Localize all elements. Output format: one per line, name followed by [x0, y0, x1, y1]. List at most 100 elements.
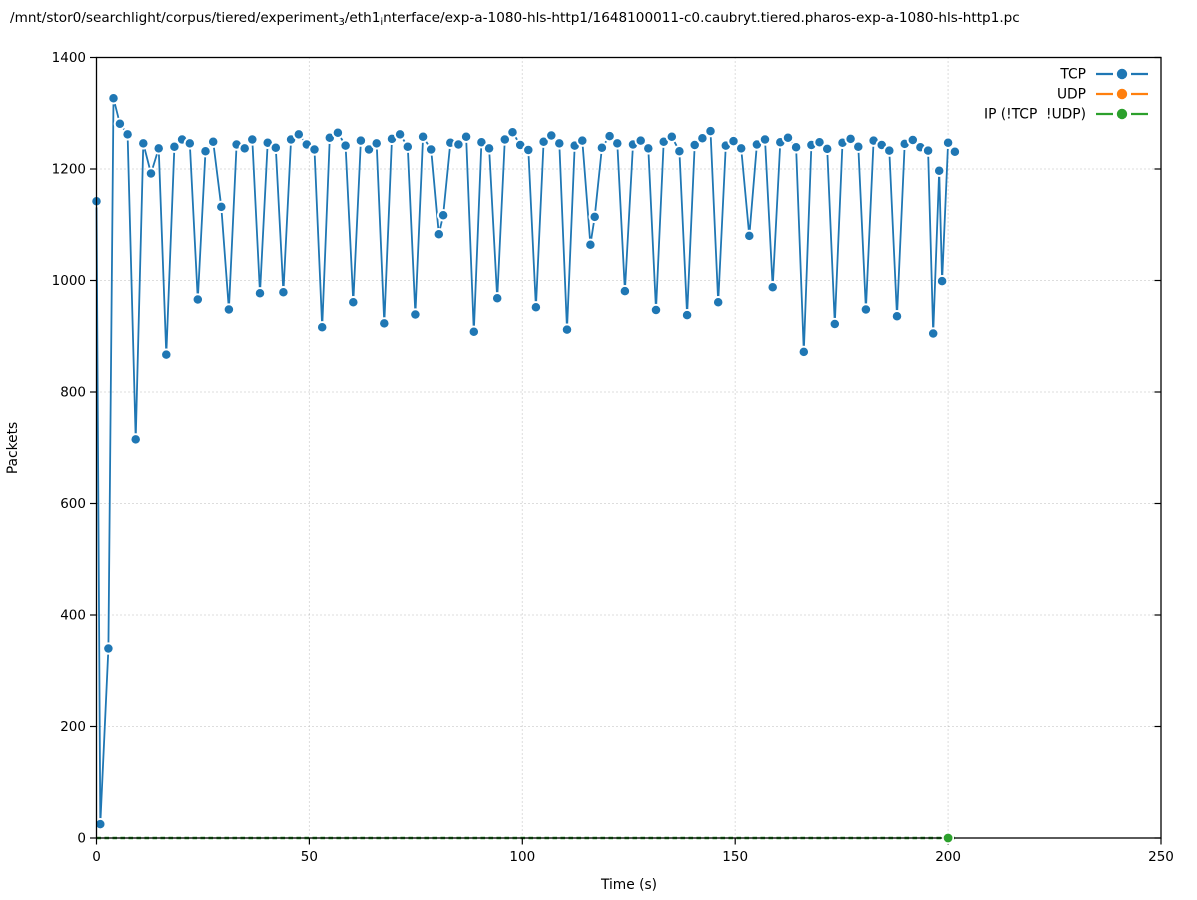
- x-tick-label: 200: [935, 849, 961, 865]
- title-subscript: 3: [338, 17, 344, 28]
- tcp-data-point: [102, 642, 115, 655]
- legend-item-udp: UDP: [1057, 87, 1148, 103]
- tcp-data-point: [199, 145, 212, 158]
- tcp-data-point: [595, 141, 609, 154]
- tcp-data-point: [537, 135, 550, 148]
- tcp-data-point: [688, 138, 701, 152]
- tcp-data-point: [467, 325, 480, 338]
- tcp-data-point: [743, 229, 756, 243]
- tcp-data-point: [941, 136, 955, 149]
- legend-marker: [1116, 88, 1128, 100]
- tcp-data-point: [409, 308, 422, 321]
- x-tick-label: 250: [1148, 849, 1174, 865]
- tcp-data-point: [129, 433, 142, 446]
- tcp-data-point: [828, 317, 841, 331]
- tcp-data-point: [347, 296, 360, 309]
- tcp-data-point: [144, 167, 158, 180]
- tcp-data-point: [113, 117, 127, 130]
- tcp-data-point: [482, 142, 496, 155]
- chart-title: /mnt/stor0/searchlight/corpus/tiered/exp…: [10, 10, 1020, 28]
- tcp-data-point: [883, 144, 896, 157]
- tcp-data-point: [727, 134, 740, 148]
- tcp-data-point: [107, 92, 120, 105]
- tcp-data-point: [277, 286, 290, 299]
- legend-label: IP (!TCP !UDP): [984, 107, 1086, 123]
- y-tick-label: 0: [77, 831, 86, 847]
- tcp-data-point: [522, 143, 535, 157]
- y-tick-label: 800: [60, 385, 86, 401]
- tcp-data-point: [401, 140, 414, 153]
- tcp-data-point: [331, 126, 345, 139]
- tcp-data-point: [425, 143, 438, 156]
- tcp-data-point: [584, 238, 597, 251]
- tcp-data-point: [370, 137, 383, 150]
- legend-label: TCP: [1059, 67, 1086, 83]
- tcp-data-point: [852, 140, 865, 153]
- legend-item-ip: IP (!TCP !UDP): [984, 107, 1148, 123]
- tcp-data-point: [789, 141, 803, 154]
- y-tick-label: 400: [60, 608, 86, 624]
- tcp-data-point: [766, 281, 779, 294]
- plot-border: [95, 56, 1162, 839]
- tcp-data-point: [948, 145, 962, 158]
- tcp-data-point: [634, 134, 647, 147]
- tcp-data-point: [152, 142, 165, 155]
- tcp-data-point: [436, 209, 450, 222]
- tcp-data-point: [183, 137, 196, 150]
- tcp-data-point: [665, 130, 678, 143]
- tcp-data-point: [316, 321, 329, 334]
- tcp-data-point: [191, 293, 204, 306]
- tcp-data-point: [797, 345, 810, 359]
- tcp-data-point: [362, 143, 376, 156]
- tcp-data-point: [393, 128, 407, 141]
- tcp-data-point: [712, 296, 725, 309]
- tcp-data-point: [588, 210, 601, 224]
- tcp-data-point: [238, 142, 251, 155]
- title-text: /eth1: [345, 10, 381, 26]
- tcp-data-point: [137, 137, 150, 150]
- legend-label: UDP: [1057, 87, 1086, 103]
- tcp-data-point: [339, 139, 352, 152]
- tcp-data-point: [168, 140, 181, 153]
- tcp-data-point: [506, 126, 519, 139]
- x-axis-label: Time (s): [600, 877, 657, 893]
- tcp-data-point: [890, 310, 904, 323]
- tcp-data-point: [696, 132, 709, 145]
- y-tick-label: 200: [60, 719, 86, 735]
- tcp-data-point: [758, 133, 772, 146]
- gridlines: [96, 57, 1162, 839]
- tcp-data-point: [432, 228, 445, 241]
- title-text: /mnt/stor0/searchlight/corpus/tiered/exp…: [10, 10, 338, 26]
- legend-item-tcp: TCP: [1059, 67, 1148, 83]
- tcp-data-point: [416, 130, 430, 143]
- y-axis-label: Packets: [5, 422, 21, 474]
- tcp-data-point: [246, 133, 259, 146]
- tcp-data-point: [160, 348, 173, 361]
- tcp-data-point: [545, 129, 558, 142]
- tcp-data-point: [491, 292, 504, 305]
- y-tick-label: 1200: [52, 162, 86, 178]
- tcp-data-point: [859, 303, 873, 316]
- x-tick-label: 50: [301, 849, 318, 865]
- tcp-data-point: [906, 133, 919, 147]
- tcp-data-point: [735, 142, 748, 155]
- tcp-data-point: [844, 132, 857, 146]
- y-tick-label: 1400: [52, 50, 86, 66]
- tcp-data-point: [378, 317, 391, 330]
- tcp-data-point: [813, 136, 826, 149]
- tcp-data-point: [121, 128, 134, 141]
- tcp-data-point: [576, 134, 589, 147]
- title-subscript: i: [380, 17, 383, 28]
- tcp-data-point: [354, 134, 368, 147]
- tcp-data-point: [933, 164, 946, 177]
- tcp-data-point: [611, 137, 624, 150]
- tcp-data-point: [292, 128, 305, 141]
- tcp-data-point: [215, 200, 228, 214]
- tcp-data-point: [94, 817, 107, 831]
- tcp-data-point: [704, 124, 717, 138]
- tcp-data-point: [459, 130, 473, 143]
- tcp-data-point: [475, 136, 488, 149]
- data-series: [90, 92, 962, 840]
